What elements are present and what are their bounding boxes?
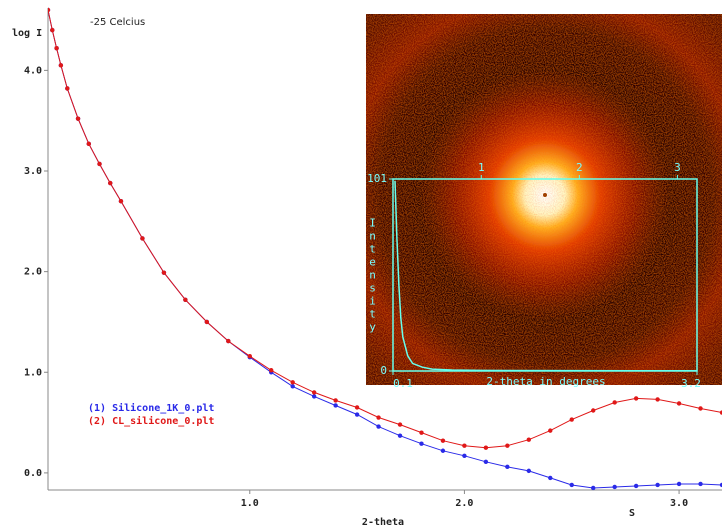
data-point	[247, 353, 252, 359]
scattering-image	[366, 14, 722, 385]
data-point	[65, 86, 70, 91]
data-point	[419, 441, 424, 446]
data-point	[655, 482, 660, 488]
data-point	[333, 403, 338, 408]
x-tick-top-label: 2	[576, 161, 583, 174]
data-point	[719, 410, 722, 415]
data-point	[633, 396, 639, 401]
y-tick-label: 101	[367, 172, 387, 185]
data-point	[591, 485, 596, 491]
data-point	[676, 481, 682, 487]
y-axis-label: log I	[12, 28, 42, 39]
data-point	[50, 27, 55, 33]
data-point	[397, 433, 403, 438]
legend-entry: (2) CL_silicone_0.plt	[88, 415, 214, 427]
data-point	[376, 424, 381, 429]
data-point	[526, 468, 532, 474]
data-point	[719, 482, 722, 488]
data-point	[58, 63, 64, 68]
x-tick-label: 3.2	[681, 377, 701, 390]
data-point	[54, 46, 59, 51]
legend: (1) Silicone_1K_0.plt(2) CL_silicone_0.p…	[88, 402, 214, 427]
series-line	[394, 180, 698, 372]
data-point	[354, 412, 360, 417]
data-point	[462, 443, 467, 448]
data-point	[612, 400, 617, 405]
data-point	[140, 236, 145, 241]
data-point	[591, 408, 596, 413]
legend-entry: (1) Silicone_1K_0.plt	[88, 402, 214, 414]
data-point	[226, 338, 231, 344]
data-point	[440, 438, 446, 443]
inset-plot	[394, 180, 698, 372]
data-point	[290, 380, 295, 385]
data-point	[376, 415, 381, 420]
data-point	[311, 390, 317, 395]
series-line	[48, 9, 722, 449]
x-tick-label: 1.0	[241, 498, 259, 509]
data-point	[108, 180, 113, 186]
data-point	[548, 475, 553, 481]
y-tick-label: 4.0	[24, 65, 42, 76]
inset-y-label: Intensity	[366, 217, 379, 334]
data-point	[505, 464, 510, 470]
data-point	[75, 116, 81, 121]
data-point	[655, 397, 660, 402]
x-tick-label: 3.0	[670, 498, 688, 509]
data-point	[86, 141, 91, 147]
data-point	[118, 198, 124, 204]
data-point	[483, 459, 489, 465]
data-point	[633, 483, 639, 489]
data-point	[204, 319, 210, 325]
data-point	[269, 368, 274, 373]
data-point	[290, 384, 295, 389]
data-point	[48, 7, 51, 13]
data-point	[419, 430, 424, 435]
data-point	[354, 405, 360, 410]
data-point	[333, 398, 338, 403]
data-point	[311, 394, 317, 399]
data-point	[548, 428, 553, 433]
data-point	[569, 482, 574, 488]
x-tick-label: 0.1	[393, 377, 413, 390]
data-point	[97, 161, 102, 167]
x-tick-top-label: 1	[478, 161, 485, 174]
y-tick-label: 0.0	[24, 468, 42, 479]
data-point	[505, 443, 510, 448]
data-point	[440, 448, 446, 453]
y-tick-label: 1.0	[24, 367, 42, 378]
data-point	[462, 453, 467, 458]
data-point	[698, 481, 703, 487]
y-tick-label: 0	[380, 364, 387, 377]
corner-label: S	[629, 508, 635, 519]
x-axis-label: 2-theta	[362, 517, 404, 528]
data-point	[397, 422, 403, 427]
chart-title: -25 Celcius	[90, 17, 145, 28]
data-point	[676, 401, 682, 406]
x-tick-top-label: 3	[674, 161, 681, 174]
data-point	[483, 445, 489, 450]
plot-area	[48, 7, 722, 491]
y-tick-label: 2.0	[24, 267, 42, 278]
data-point	[612, 484, 617, 490]
inset-x-label: 2-theta in degrees	[486, 375, 605, 388]
data-point	[698, 406, 703, 411]
beam-center	[543, 193, 547, 197]
y-tick-label: 3.0	[24, 166, 42, 177]
data-point	[526, 437, 532, 442]
data-point	[161, 270, 167, 275]
data-point	[183, 297, 188, 303]
data-point	[569, 417, 574, 422]
x-tick-label: 2.0	[455, 498, 473, 509]
